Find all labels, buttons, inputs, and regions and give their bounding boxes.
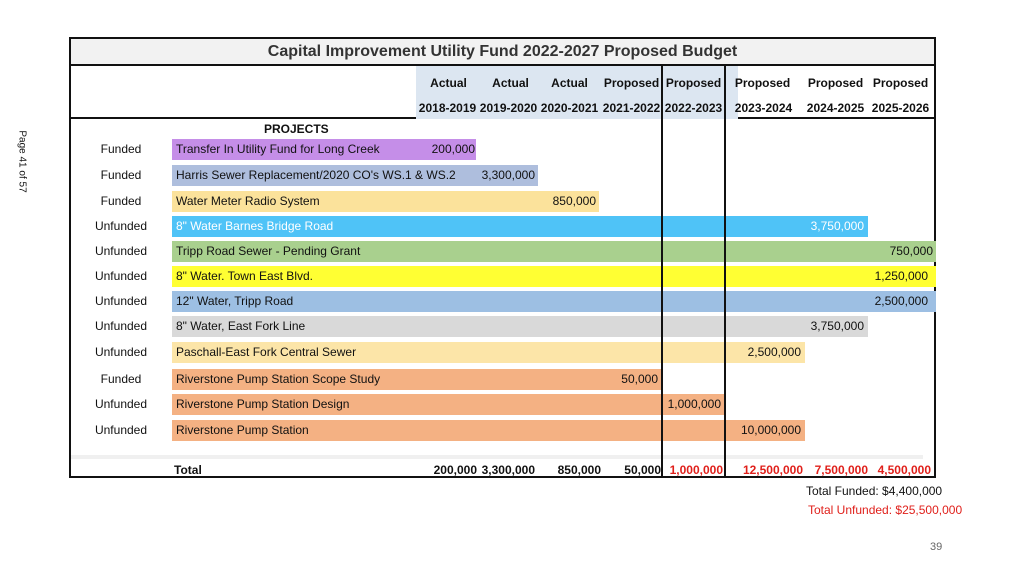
total-2024-2025: 7,500,000: [814, 463, 868, 477]
total-separator: [71, 455, 923, 459]
total-label: Total: [174, 463, 202, 477]
row-status: Funded: [100, 372, 142, 386]
row-status: Unfunded: [94, 319, 148, 333]
project-name: Harris Sewer Replacement/2020 CO's WS.1 …: [176, 168, 456, 182]
project-name: Water Meter Radio System: [176, 194, 320, 208]
header-year-0: 2018-2019: [418, 101, 477, 115]
project-bar: Riverstone Pump Station Design 1,000,000: [172, 394, 724, 415]
total-2025-2026: 4,500,000: [877, 463, 931, 477]
side-page-label: Page 41 of 57: [16, 130, 28, 193]
project-amount: 3,300,000: [481, 168, 535, 182]
total-unfunded: Total Unfunded: $25,500,000: [808, 503, 963, 517]
project-name: 8" Water. Town East Blvd.: [176, 269, 313, 283]
total-2020-2021: 850,000: [557, 463, 601, 477]
header-type-3: Proposed: [603, 76, 660, 90]
header-year-2: 2020-2021: [540, 101, 599, 115]
header-year-7: 2025-2026: [871, 101, 930, 115]
header-type-1: Actual: [492, 76, 529, 90]
project-bar: 8" Water, East Fork Line 3,750,000: [172, 316, 868, 337]
project-name: Riverstone Pump Station: [176, 423, 309, 437]
row-status: Unfunded: [94, 423, 148, 437]
header-type-2: Actual: [551, 76, 588, 90]
header-year-3: 2021-2022: [602, 101, 661, 115]
header-shading: [416, 66, 738, 119]
project-bar: 12" Water, Tripp Road 2,500,000: [172, 291, 936, 312]
project-amount: 3,750,000: [810, 219, 864, 233]
total-2018-2019: 200,000: [433, 463, 477, 477]
project-name: Riverstone Pump Station Scope Study: [176, 372, 381, 386]
row-status: Unfunded: [94, 294, 148, 308]
project-amount: 750,000: [889, 244, 933, 258]
header-type-7: Proposed: [872, 76, 929, 90]
total-2021-2022: 50,000: [624, 463, 661, 477]
row-status: Funded: [100, 194, 142, 208]
row-status: Unfunded: [94, 269, 148, 283]
project-amount: 3,750,000: [810, 319, 864, 333]
header-year-4: 2022-2023: [664, 101, 723, 115]
project-name: 8" Water, East Fork Line: [176, 319, 306, 333]
row-status: Unfunded: [94, 244, 148, 258]
project-name: Tripp Road Sewer - Pending Grant: [176, 244, 361, 258]
page-number: 39: [930, 541, 943, 553]
project-amount: 1,000,000: [667, 397, 721, 411]
projects-heading: PROJECTS: [264, 122, 329, 136]
total-2022-2023: 1,000,000: [669, 463, 723, 477]
project-bar: Transfer In Utility Fund for Long Creek 2…: [172, 139, 476, 160]
project-amount: 2,500,000: [747, 345, 801, 359]
header-year-6: 2024-2025: [806, 101, 865, 115]
project-amount: 50,000: [621, 372, 658, 386]
project-name: Riverstone Pump Station Design: [176, 397, 350, 411]
budget-table: Capital Improvement Utility Fund 2022-20…: [69, 37, 936, 478]
header-type-0: Actual: [430, 76, 467, 90]
project-bar: Riverstone Pump Station 10,000,000: [172, 420, 805, 441]
header-type-5: Proposed: [734, 76, 791, 90]
header-type-6: Proposed: [807, 76, 864, 90]
project-bar: Paschall-East Fork Central Sewer 2,500,00…: [172, 342, 805, 363]
table-header: Actual Actual Actual Proposed Proposed P…: [71, 66, 934, 119]
header-year-1: 2019-2020: [479, 101, 538, 115]
total-funded: Total Funded: $4,400,000: [806, 484, 943, 498]
project-name: 12" Water, Tripp Road: [176, 294, 294, 308]
project-bar: 8" Water. Town East Blvd. 1,250,000: [172, 266, 936, 287]
total-2023-2024: 12,500,000: [742, 463, 803, 477]
project-bar: Harris Sewer Replacement/2020 CO's WS.1 …: [172, 165, 538, 186]
project-amount: 2,500,000: [874, 294, 928, 308]
project-name: Paschall-East Fork Central Sewer: [176, 345, 357, 359]
table-title: Capital Improvement Utility Fund 2022-20…: [71, 39, 934, 66]
project-amount: 1,250,000: [874, 269, 928, 283]
project-bar: Riverstone Pump Station Scope Study 50,00…: [172, 369, 661, 390]
project-amount: 10,000,000: [740, 423, 801, 437]
row-status: Unfunded: [94, 345, 148, 359]
row-status: Funded: [100, 142, 142, 156]
header-year-5: 2023-2024: [734, 101, 793, 115]
row-status: Unfunded: [94, 397, 148, 411]
project-amount: 200,000: [431, 142, 475, 156]
project-bar: Tripp Road Sewer - Pending Grant 750,000: [172, 241, 936, 262]
header-type-4: Proposed: [665, 76, 722, 90]
project-bar: 8" Water Barnes Bridge Road 3,750,000: [172, 216, 868, 237]
project-amount: 850,000: [552, 194, 596, 208]
project-bar: Water Meter Radio System 850,000: [172, 191, 599, 212]
row-status: Funded: [100, 168, 142, 182]
row-status: Unfunded: [94, 219, 148, 233]
project-name: Transfer In Utility Fund for Long Creek: [176, 142, 380, 156]
project-name: 8" Water Barnes Bridge Road: [176, 219, 334, 233]
column-divider-right: [724, 66, 726, 476]
column-divider-left: [661, 66, 663, 476]
total-2019-2020: 3,300,000: [481, 463, 535, 477]
